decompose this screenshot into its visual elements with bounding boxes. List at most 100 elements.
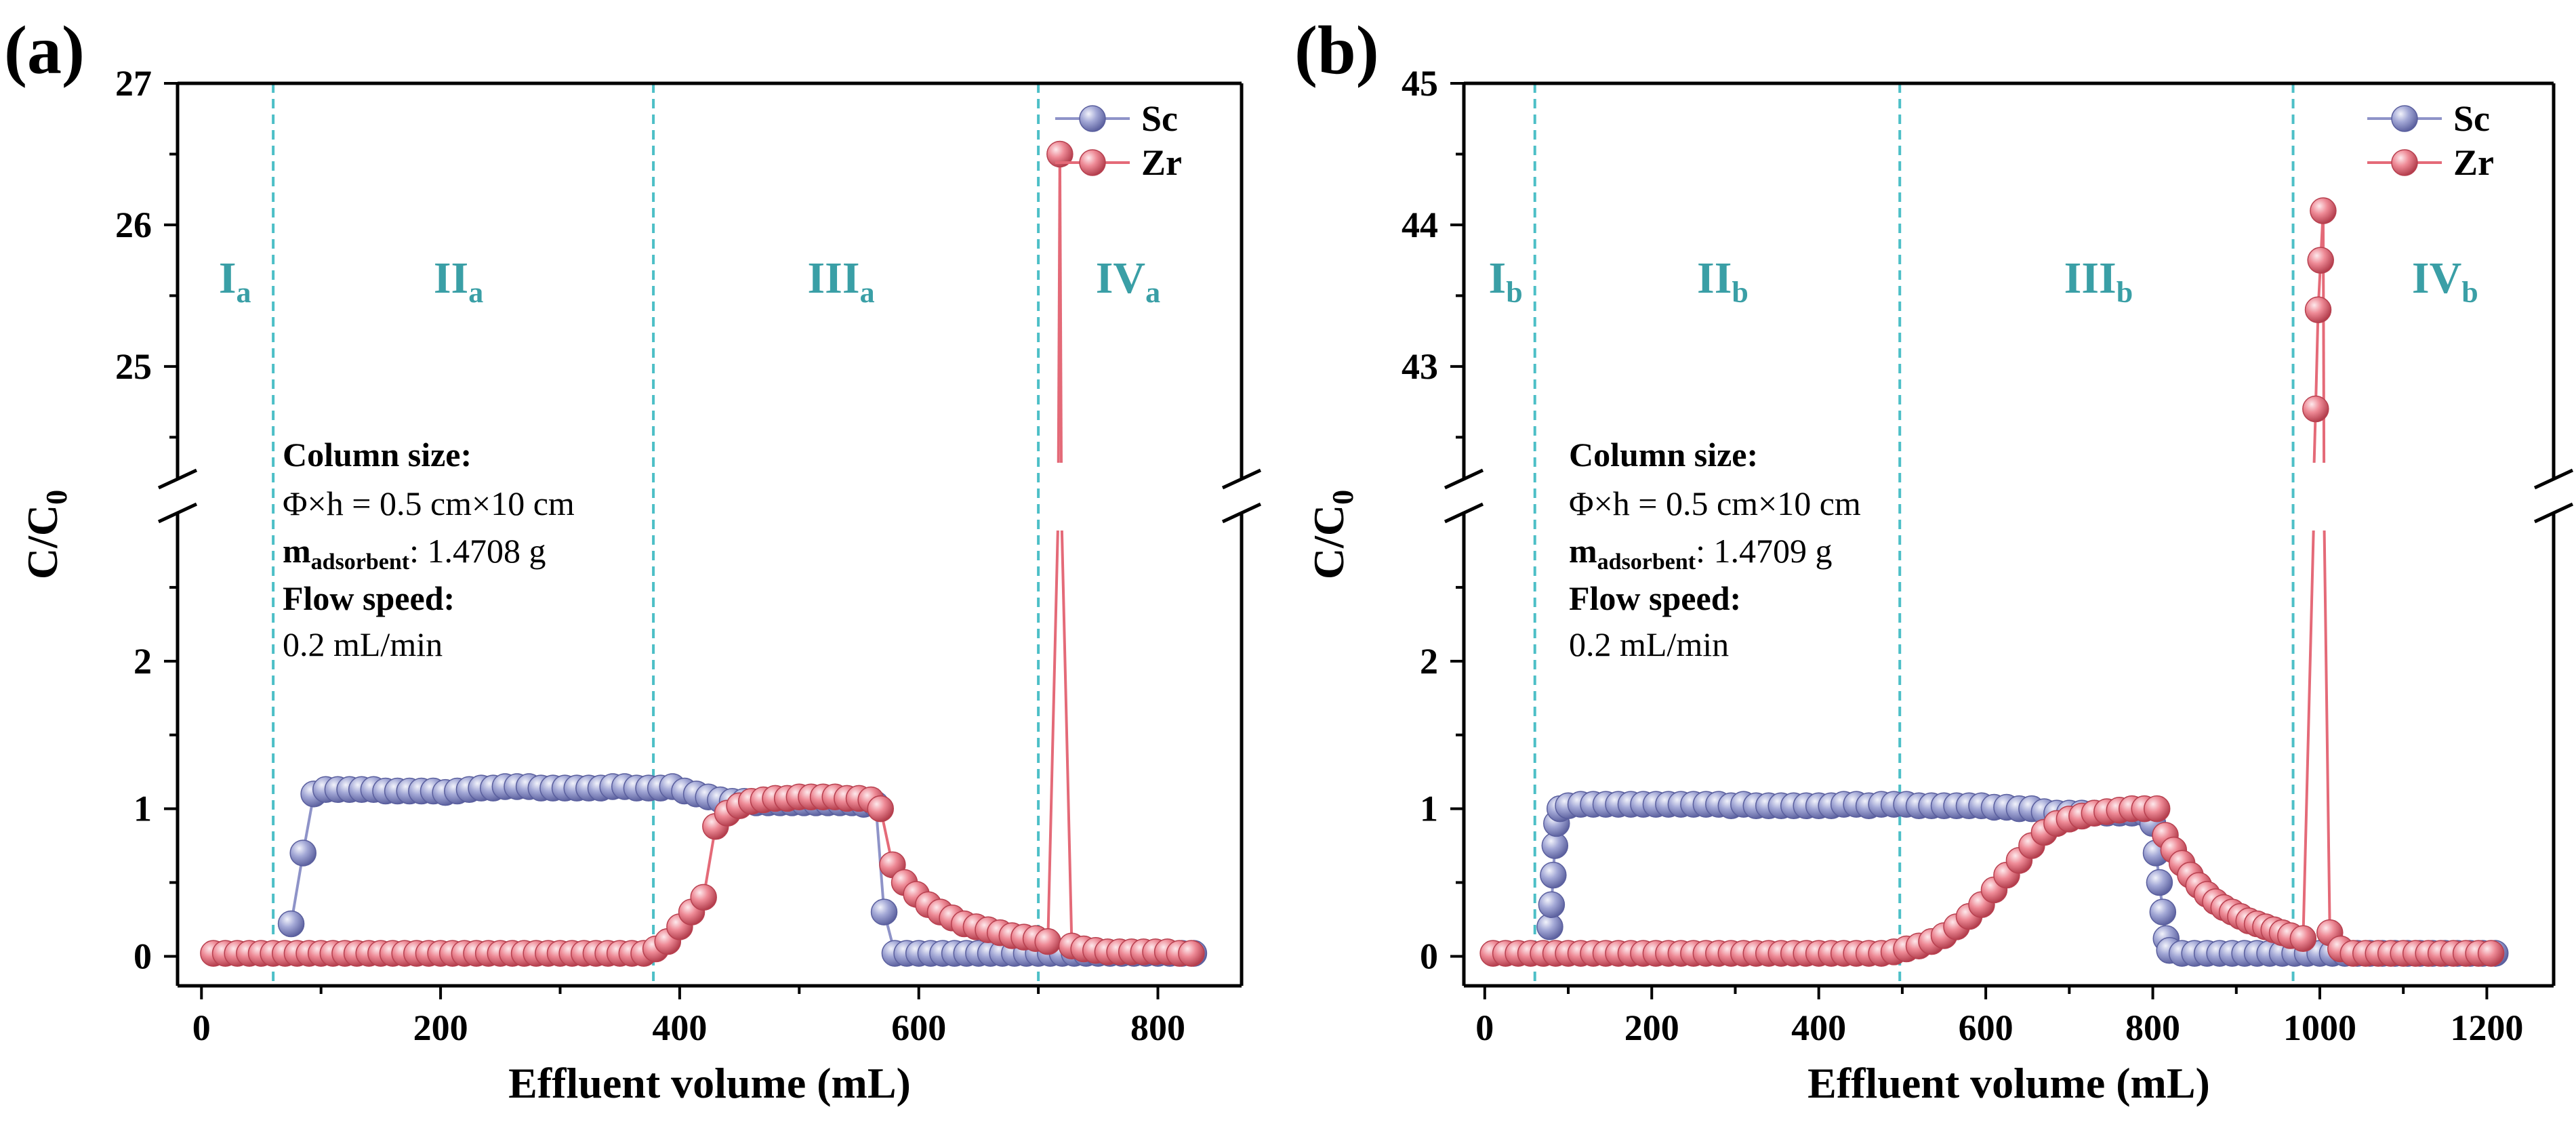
data-point-sc <box>1540 861 1567 889</box>
region-label-main: II <box>1697 253 1732 303</box>
region-label-main: II <box>434 253 468 303</box>
axis-break-mark <box>157 468 198 490</box>
y-axis-label: C/C0 <box>18 490 73 579</box>
y-tick-label: 0 <box>134 936 152 976</box>
y-tick-label: 44 <box>1402 205 1438 245</box>
y-tick-label: 0 <box>1420 936 1438 976</box>
region-label-sub: b <box>2461 276 2478 309</box>
axis-break-mark <box>1221 468 1262 490</box>
y-tick-label: 2 <box>1420 641 1438 682</box>
x-tick-label: 400 <box>1791 1007 1846 1048</box>
axis-break-mark <box>1444 502 1484 524</box>
data-point-zr <box>867 795 895 823</box>
info-mass-value: : 1.4708 g <box>409 532 546 570</box>
legend-label-sc: Sc <box>2453 98 2490 139</box>
region-label: IVb <box>2412 253 2478 309</box>
info-flow-speed-label: Flow speed: <box>1569 579 1741 617</box>
data-point-sc <box>1538 891 1566 918</box>
region-label: IIb <box>1697 253 1749 309</box>
data-point-zr <box>1178 940 1205 967</box>
x-tick-label: 600 <box>1959 1007 2013 1048</box>
region-label-sub: b <box>1732 276 1748 309</box>
x-axis-label: Effluent volume (mL) <box>1807 1059 2210 1107</box>
data-point-zr <box>2307 247 2334 274</box>
data-point-zr <box>2310 197 2337 224</box>
region-label-sub: b <box>2117 276 2133 309</box>
series-line-zr <box>2314 310 2320 409</box>
region-label-sub: a <box>860 276 875 309</box>
axis-break-mark <box>157 502 198 524</box>
data-point-sc <box>2146 869 2173 896</box>
x-tick-label: 1000 <box>2283 1007 2356 1048</box>
info-mass-value: : 1.4709 g <box>1696 532 1832 570</box>
region-label: Ib <box>1489 253 1523 309</box>
data-point-zr <box>1046 140 1074 168</box>
region-label-sub: b <box>1506 276 1522 309</box>
data-point-sc <box>2149 898 2177 926</box>
series-line-zr <box>2323 530 2331 933</box>
data-point-zr <box>2302 395 2329 423</box>
x-tick-label: 200 <box>1624 1007 1679 1048</box>
legend-marker-zr <box>1079 149 1106 176</box>
y-axis-label-main: C/C <box>18 505 66 579</box>
y-tick-label: 26 <box>115 205 152 245</box>
axis-break-mark <box>1221 502 1262 524</box>
x-tick-label: 0 <box>192 1007 211 1048</box>
y-axis-label-main: C/C <box>1305 505 1353 579</box>
x-tick-label: 1200 <box>2450 1007 2523 1048</box>
x-tick-label: 800 <box>2125 1007 2180 1048</box>
x-tick-label: 200 <box>413 1007 468 1048</box>
y-axis-label-sub: 0 <box>1326 490 1359 505</box>
y-tick-label: 1 <box>1420 789 1438 829</box>
series-line-sc <box>874 804 886 913</box>
series-line-zr <box>1058 154 1063 463</box>
region-label: IIa <box>434 253 483 309</box>
region-label: IIIb <box>2064 253 2133 309</box>
data-point-zr <box>2477 940 2505 967</box>
data-point-sc <box>289 839 316 867</box>
info-mass-symbol: m <box>283 532 311 570</box>
y-axis-label: C/C0 <box>1305 490 1359 579</box>
legend-marker-zr <box>2391 149 2418 176</box>
panel-label: (a) <box>4 12 85 89</box>
region-label-main: IV <box>2412 253 2461 303</box>
x-tick-label: 0 <box>1475 1007 1494 1048</box>
region-label-main: III <box>808 253 860 303</box>
y-tick-label: 25 <box>115 346 152 387</box>
panel-label: (b) <box>1294 12 1379 89</box>
region-label-sub: a <box>1145 276 1160 309</box>
region-label-sub: a <box>237 276 251 309</box>
info-mass-subscript: adsorbent <box>1597 549 1696 575</box>
region-label: IIIa <box>808 253 875 309</box>
info-adsorbent-mass: madsorbent: 1.4708 g <box>283 532 546 575</box>
axis-break-mark <box>2533 468 2574 490</box>
region-label-main: III <box>2064 253 2117 303</box>
legend-label-sc: Sc <box>1141 98 1178 139</box>
data-point-sc <box>277 910 305 938</box>
y-tick-label: 1 <box>134 789 152 829</box>
info-column-size-label: Column size: <box>283 436 472 474</box>
x-tick-label: 800 <box>1130 1007 1185 1048</box>
data-point-sc <box>870 898 898 926</box>
legend-marker-sc <box>2391 105 2418 132</box>
y-tick-label: 45 <box>1402 63 1438 104</box>
info-column-size-label: Column size: <box>1569 436 1758 474</box>
x-axis-label: Effluent volume (mL) <box>508 1059 911 1107</box>
axis-break-mark <box>2533 502 2574 524</box>
series-line-zr <box>2302 530 2315 939</box>
info-flow-speed-label: Flow speed: <box>283 579 455 617</box>
axis-break-mark <box>1444 468 1484 490</box>
legend-label-zr: Zr <box>1141 142 1182 183</box>
data-point-zr <box>2304 296 2332 324</box>
legend-label-zr: Zr <box>2453 142 2494 183</box>
info-column-dimensions: Φ×h = 0.5 cm×10 cm <box>1569 484 1861 522</box>
region-label-main: I <box>219 253 237 303</box>
legend-marker-sc <box>1079 105 1106 132</box>
region-label-main: I <box>1489 253 1507 303</box>
region-label-sub: a <box>468 276 483 309</box>
info-adsorbent-mass: madsorbent: 1.4709 g <box>1569 532 1833 575</box>
region-label: IVa <box>1096 253 1160 309</box>
info-flow-speed-value: 0.2 mL/min <box>283 625 443 663</box>
